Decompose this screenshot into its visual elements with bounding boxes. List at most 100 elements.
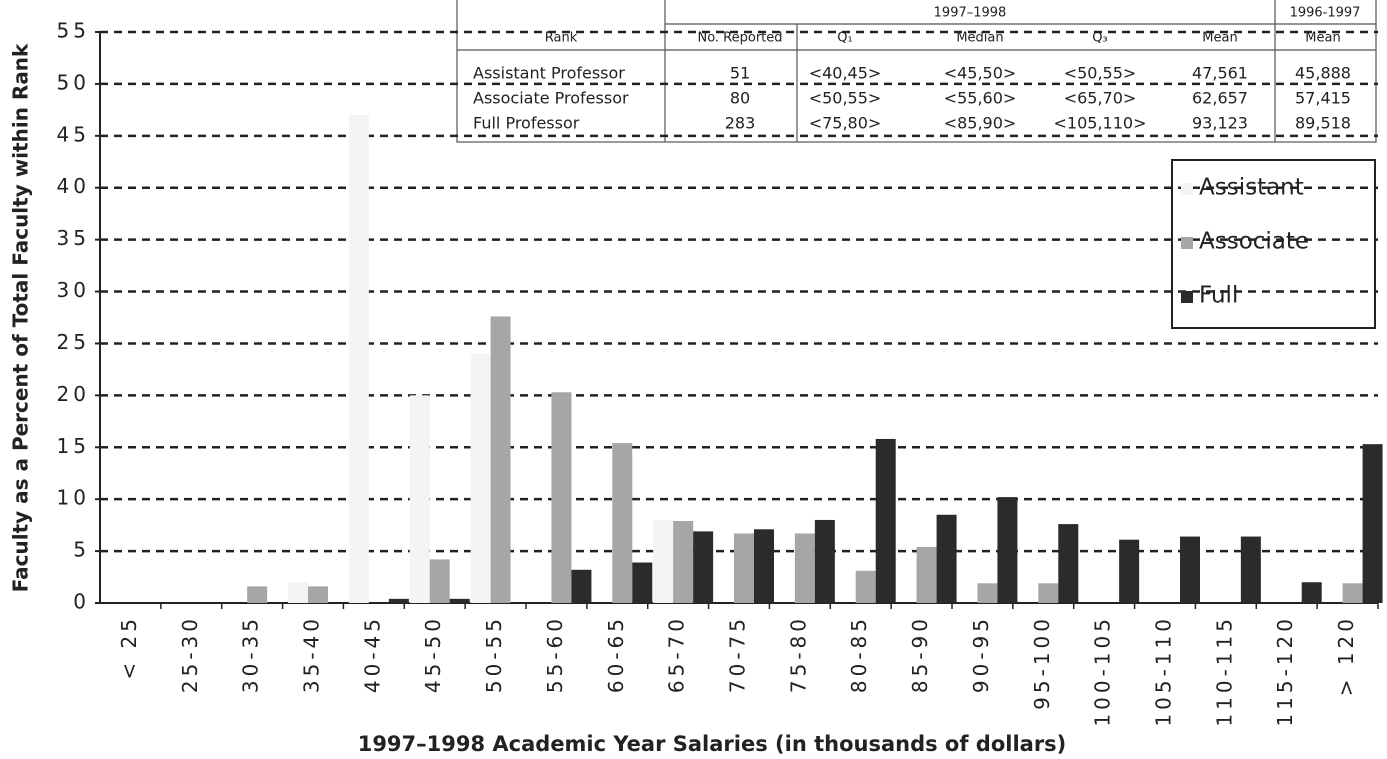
bar — [308, 586, 328, 603]
x-tick-label: 65-70 — [665, 615, 689, 693]
legend-swatch — [1181, 291, 1193, 303]
bar — [754, 529, 774, 603]
table-cell: 47,561 — [1192, 64, 1248, 83]
y-tick-label: 40 — [57, 174, 90, 198]
x-tick-label: 35-40 — [300, 615, 324, 693]
table-cell: 45,888 — [1295, 64, 1351, 83]
legend-label: Full — [1199, 283, 1238, 309]
y-tick-label: 20 — [57, 382, 90, 406]
x-tick-label: 95-100 — [1030, 615, 1054, 710]
x-tick-label: 90-95 — [969, 615, 993, 693]
bar — [632, 562, 653, 603]
table-cell: <55,60> — [944, 89, 1017, 108]
y-tick-label: 50 — [57, 70, 90, 94]
bar — [997, 497, 1018, 603]
table-cell: Assistant Professor — [473, 64, 625, 83]
table-header: Median — [956, 31, 1003, 46]
x-tick-label: 25-30 — [178, 615, 202, 693]
bar — [449, 598, 470, 603]
table-cell: <50,55> — [1064, 64, 1137, 83]
x-tick-label: 115-120 — [1273, 615, 1297, 727]
table-header: Rank — [545, 31, 578, 46]
bar — [470, 353, 491, 603]
bar — [1058, 524, 1079, 603]
bar — [936, 514, 957, 603]
bar — [571, 569, 592, 603]
bar — [653, 519, 674, 603]
y-tick-label: 0 — [73, 590, 90, 614]
bar — [977, 583, 998, 603]
table-group-header: 1997–1998 — [934, 6, 1007, 21]
table-cell: <85,90> — [944, 114, 1017, 133]
bar — [612, 443, 633, 603]
bar — [673, 520, 694, 603]
table-cell: 80 — [730, 89, 750, 108]
bar — [388, 598, 409, 603]
table-group-header: 1996-1997 — [1290, 6, 1361, 21]
y-tick-label: 30 — [57, 278, 90, 302]
bar — [1038, 583, 1059, 603]
bar — [1240, 536, 1261, 603]
x-tick-label: < 25 — [117, 615, 141, 680]
x-tick-label: 40-45 — [360, 615, 384, 693]
table — [456, 0, 1377, 143]
bar — [348, 115, 369, 604]
table-cell: 89,518 — [1295, 114, 1351, 133]
bar — [1342, 583, 1363, 603]
table-cell: <45,50> — [944, 64, 1017, 83]
bar — [814, 519, 835, 603]
legend-swatch — [1181, 237, 1193, 249]
bar — [734, 533, 754, 603]
table-cell: 283 — [725, 114, 756, 133]
x-tick-label: 70-75 — [726, 615, 750, 693]
bar — [247, 586, 268, 603]
y-tick-label: 45 — [57, 122, 90, 146]
x-tick-label: 60-65 — [604, 615, 628, 693]
table-cell: <40,45> — [809, 64, 882, 83]
table-header: Q₃ — [1092, 31, 1107, 46]
table-cell: 51 — [730, 64, 750, 83]
legend-box — [1171, 159, 1376, 329]
x-tick-label: 105-110 — [1152, 615, 1176, 727]
bar — [916, 546, 937, 603]
bar — [855, 570, 876, 603]
table-cell: 57,415 — [1295, 89, 1351, 108]
table-cell: <50,55> — [809, 89, 882, 108]
bar — [1301, 582, 1322, 603]
table-cell: Full Professor — [473, 114, 580, 133]
table-header: Mean — [1202, 31, 1237, 46]
legend-label: Assistant — [1199, 175, 1304, 201]
y-tick-label: 35 — [57, 226, 90, 250]
table-header: No. Reported — [697, 31, 782, 46]
x-tick-label: 30-35 — [239, 615, 263, 693]
x-axis-title: 1997–1998 Academic Year Salaries (in tho… — [358, 732, 1067, 756]
table-cell: <65,70> — [1064, 89, 1137, 108]
bar — [409, 395, 430, 603]
y-tick-label: 25 — [57, 330, 90, 354]
y-tick-label: 15 — [57, 434, 90, 458]
bar — [1362, 444, 1383, 603]
x-tick-label: 110-115 — [1212, 615, 1236, 727]
table-cell: <105,110> — [1054, 114, 1147, 133]
y-tick-label: 10 — [57, 486, 90, 510]
bar — [693, 531, 714, 603]
x-tick-label: 75-80 — [786, 615, 810, 693]
bar — [794, 533, 815, 603]
y-tick-label: 5 — [73, 538, 90, 562]
x-tick-label: 50-55 — [482, 615, 506, 693]
table-cell: Associate Professor — [473, 89, 629, 108]
x-tick-label: 100-105 — [1091, 615, 1115, 727]
table-header: Q₁ — [837, 31, 852, 46]
y-axis-title: Faculty as a Percent of Total Faculty wi… — [9, 43, 33, 592]
bar — [1119, 539, 1140, 603]
bar — [875, 438, 896, 603]
table-cell: 62,657 — [1192, 89, 1248, 108]
table-cell: <75,80> — [809, 114, 882, 133]
bar — [288, 582, 308, 603]
x-tick-label: 80-85 — [847, 615, 871, 693]
table-header: Mean — [1305, 31, 1340, 46]
bar — [429, 559, 450, 603]
y-tick-label: 55 — [57, 19, 90, 43]
x-tick-label: > 120 — [1334, 615, 1358, 696]
